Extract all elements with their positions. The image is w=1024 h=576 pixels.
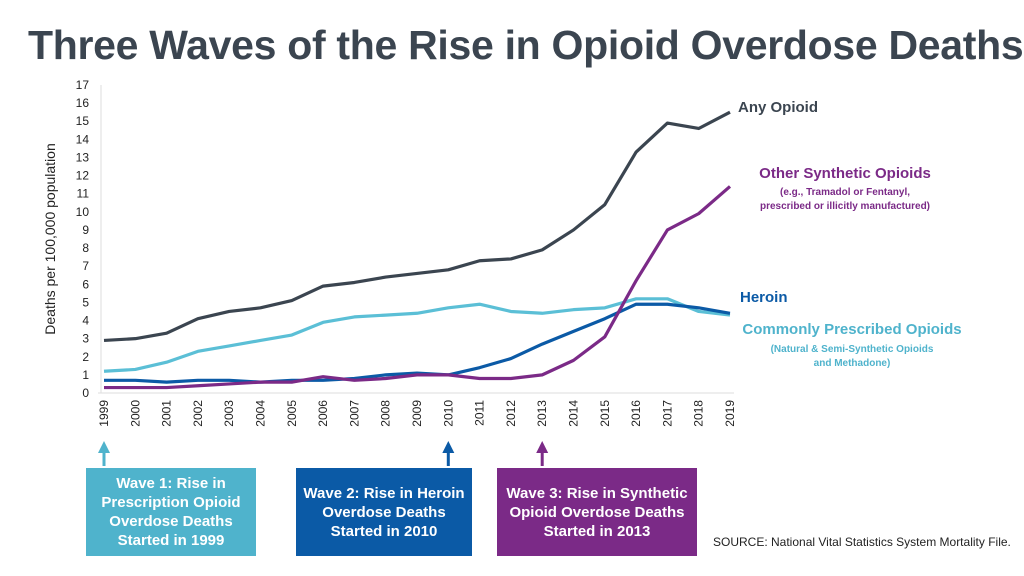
y-tick-label: 4 [82, 314, 89, 328]
x-tick-label: 2004 [254, 400, 268, 427]
y-tick-label: 5 [82, 295, 89, 309]
x-tick-label: 2014 [567, 400, 581, 427]
legend-other-synthetic-name: Other Synthetic Opioids [759, 165, 931, 182]
wave-1-box: Wave 1: Rise in Prescription Opioid Over… [86, 468, 256, 556]
x-tick-label: 2007 [347, 400, 361, 427]
y-tick-label: 15 [76, 114, 90, 128]
y-tick-label: 6 [82, 277, 89, 291]
x-tick-label: 2010 [441, 400, 455, 427]
legend-prescribed-sub: (Natural & Semi-Synthetic Opioids and Me… [770, 344, 934, 369]
x-tick-label: 2015 [598, 400, 612, 427]
y-tick-label: 13 [76, 150, 90, 164]
y-tick-label: 1 [82, 368, 89, 382]
series-line-any-opioid [103, 110, 731, 343]
y-tick-label: 0 [82, 386, 89, 400]
legend-prescribed-name: Commonly Prescribed Opioids [742, 321, 962, 338]
x-tick-label: 2009 [410, 400, 424, 427]
x-tick-label: 2019 [723, 400, 737, 427]
series-line-commonly-prescribed-opioids [103, 297, 731, 373]
y-tick-label: 16 [76, 96, 90, 110]
y-tick-label: 14 [76, 132, 90, 146]
wave-arrow-head [98, 441, 110, 453]
series-line-other-synthetic-opioids [104, 185, 732, 390]
y-tick-label: 17 [76, 78, 90, 92]
legend-other-synthetic-sub: (e.g., Tramadol or Fentanyl, prescribed … [759, 187, 931, 212]
legend-other-synthetic: Other Synthetic Opioids (e.g., Tramadol … [745, 165, 945, 214]
chart-title: Three Waves of the Rise in Opioid Overdo… [28, 22, 1024, 68]
x-tick-label: 2003 [222, 400, 236, 427]
x-tick-label: 2017 [660, 400, 674, 427]
y-tick-label: 7 [82, 259, 89, 273]
x-tick-label: 1999 [97, 400, 111, 427]
x-tick-label: 2005 [285, 400, 299, 427]
x-tick-label: 2001 [160, 400, 174, 427]
x-tick-label: 2012 [504, 400, 518, 427]
x-tick-label: 2000 [128, 400, 142, 427]
x-tick-label: 2016 [629, 400, 643, 427]
y-tick-label: 9 [82, 223, 89, 237]
wave-2-box: Wave 2: Rise in Heroin Overdose Deaths S… [296, 468, 472, 556]
y-tick-label: 8 [82, 241, 89, 255]
x-tick-label: 2013 [535, 400, 549, 427]
y-tick-label: 2 [82, 350, 89, 364]
x-tick-label: 2006 [316, 400, 330, 427]
wave-3-box: Wave 3: Rise in Synthetic Opioid Overdos… [497, 468, 697, 556]
x-tick-label: 2002 [191, 400, 205, 427]
wave-arrow-head [442, 441, 455, 453]
x-tick-label: 2011 [473, 400, 487, 426]
x-tick-label: 2008 [379, 400, 393, 427]
legend-heroin: Heroin [740, 289, 788, 306]
series-line-heroin [104, 302, 731, 384]
wave-arrow-head [536, 441, 549, 453]
y-tick-label: 10 [76, 205, 90, 219]
legend-prescribed: Commonly Prescribed Opioids (Natural & S… [737, 321, 967, 371]
source-note: SOURCE: National Vital Statistics System… [713, 535, 1011, 549]
y-tick-label: 12 [76, 169, 90, 183]
y-tick-label: 11 [77, 187, 90, 201]
y-tick-label: 3 [82, 332, 89, 346]
y-axis-label: Deaths per 100,000 population [42, 143, 58, 334]
x-tick-label: 2018 [692, 400, 706, 427]
legend-any-opioid: Any Opioid [738, 99, 818, 116]
